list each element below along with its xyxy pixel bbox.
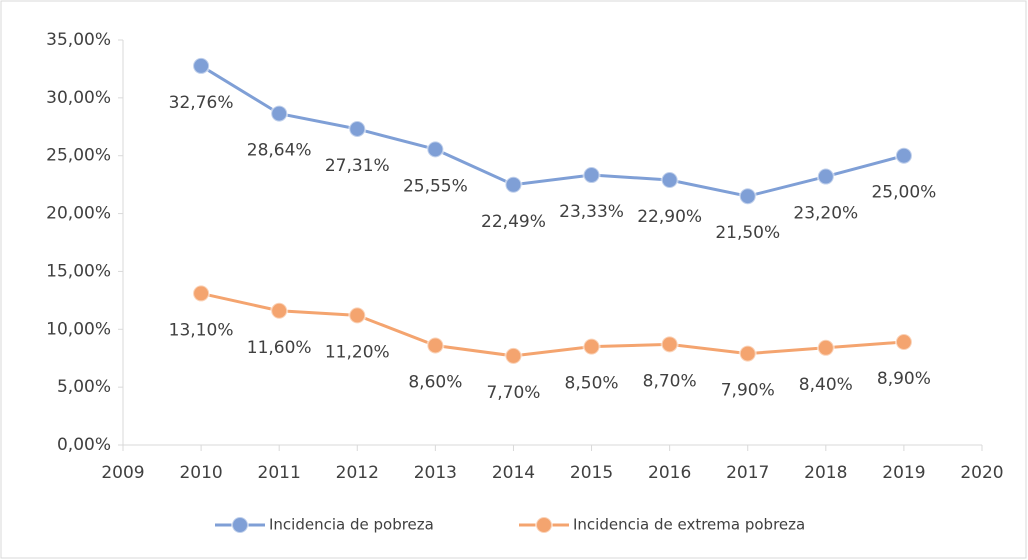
data-label: 11,20% (325, 342, 390, 362)
point (738, 344, 757, 363)
data-label: 23,20% (793, 204, 858, 224)
x-tick-label: 2012 (336, 463, 379, 483)
y-tick-label: 25,00% (46, 146, 111, 166)
data-label: 8,70% (643, 371, 697, 391)
data-label: 8,90% (877, 369, 931, 389)
x-tick-label: 2019 (882, 463, 925, 483)
series-line (200, 64, 905, 198)
data-label: 28,64% (247, 141, 312, 161)
y-tick-label: 0,00% (57, 435, 111, 455)
y-tick-label: 5,00% (57, 377, 111, 397)
x-tick-label: 2011 (258, 463, 301, 483)
data-label: 23,33% (559, 202, 624, 222)
x-tick-label: 2010 (179, 463, 222, 483)
data-label: 32,76% (169, 93, 234, 113)
x-tick-label: 2013 (414, 463, 457, 483)
y-tick-label: 30,00% (46, 88, 111, 108)
point (348, 306, 367, 325)
point (738, 187, 757, 206)
data-label: 7,70% (486, 383, 540, 403)
point (660, 335, 679, 354)
series-line (200, 291, 905, 358)
legend-marker (231, 516, 249, 534)
point (894, 333, 913, 352)
y-tick-label: 10,00% (46, 319, 111, 339)
point (504, 175, 523, 194)
data-label: 8,50% (565, 374, 619, 394)
data-label: 27,31% (325, 156, 390, 176)
y-tick-label: 15,00% (46, 261, 111, 281)
point (348, 119, 367, 138)
point (504, 346, 523, 365)
x-tick-label: 2017 (726, 463, 769, 483)
point (660, 171, 679, 190)
data-label: 22,90% (637, 207, 702, 227)
y-tick-label: 20,00% (46, 204, 111, 224)
y-tick-label: 35,00% (46, 30, 111, 50)
point (816, 167, 835, 186)
x-tick-label: 2014 (492, 463, 535, 483)
point (582, 166, 601, 185)
data-label: 8,40% (799, 375, 853, 395)
legend-label: Incidencia de extrema pobreza (573, 516, 805, 534)
point (270, 301, 289, 320)
point (816, 338, 835, 357)
point (426, 140, 445, 159)
x-tick-label: 2018 (804, 463, 847, 483)
data-label: 11,60% (247, 338, 312, 358)
point (192, 284, 211, 303)
data-label: 21,50% (715, 223, 780, 243)
data-label: 22,49% (481, 212, 546, 232)
x-tick-label: 2009 (101, 463, 144, 483)
data-label: 25,55% (403, 176, 468, 196)
point (192, 56, 211, 75)
data-label: 13,10% (169, 320, 234, 340)
point (270, 104, 289, 123)
data-label: 25,00% (871, 183, 936, 203)
point (582, 337, 601, 356)
point (894, 146, 913, 165)
data-label: 8,60% (408, 372, 462, 392)
x-tick-label: 2016 (648, 463, 691, 483)
legend-label: Incidencia de pobreza (269, 516, 434, 534)
x-tick-label: 2020 (960, 463, 1003, 483)
data-label: 7,90% (721, 381, 775, 401)
x-tick-label: 2015 (570, 463, 613, 483)
legend-marker (535, 516, 553, 534)
point (426, 336, 445, 355)
